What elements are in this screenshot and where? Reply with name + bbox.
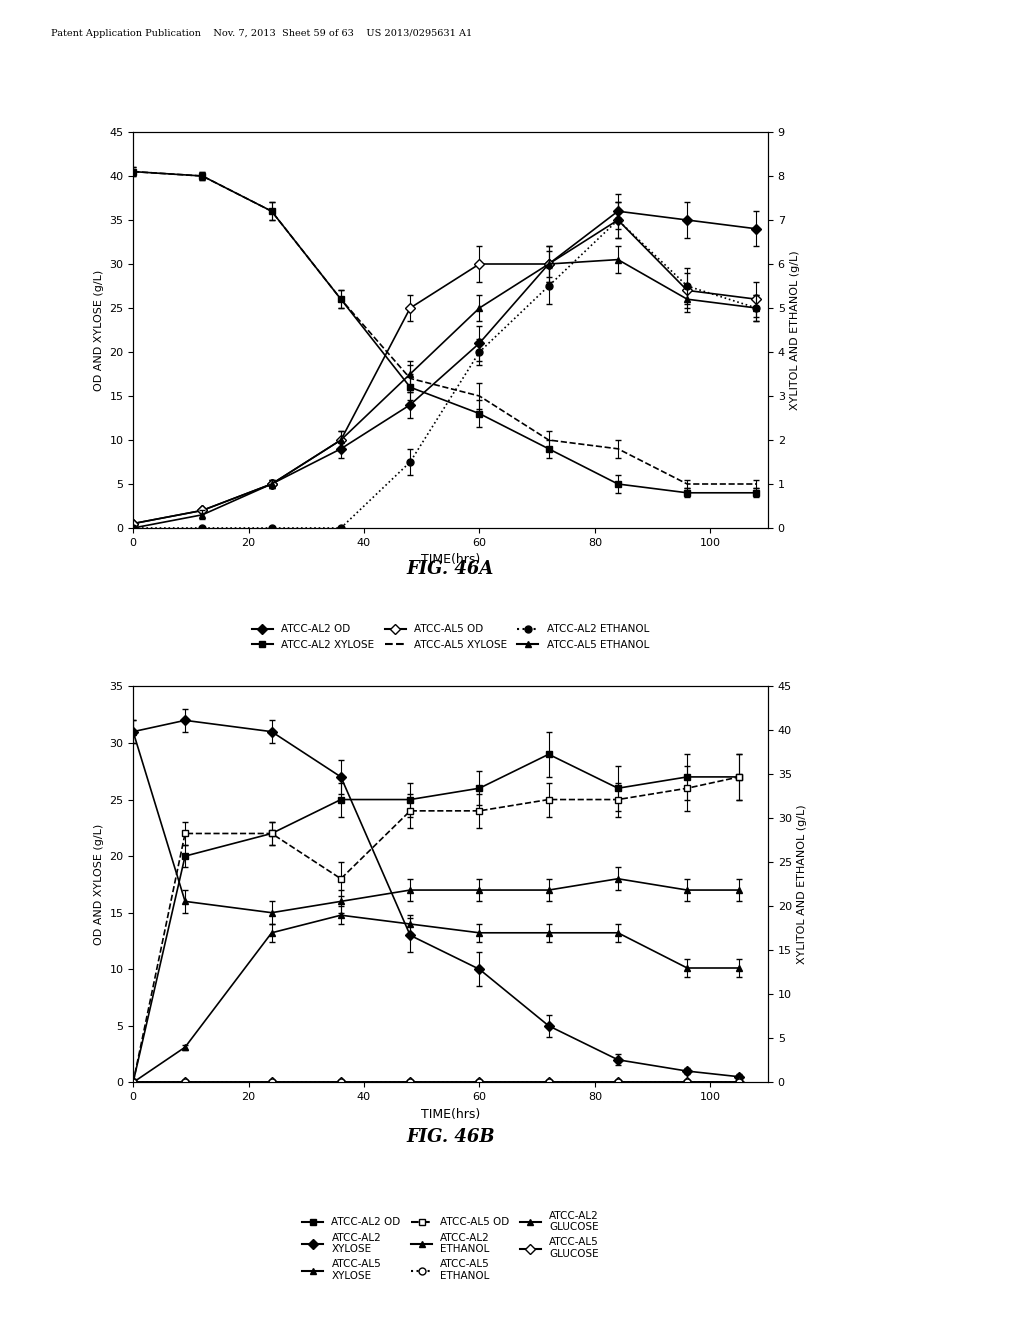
Legend: ATCC-AL2 OD, ATCC-AL2 XYLOSE, ATCC-AL5 OD, ATCC-AL5 XYLOSE, ATCC-AL2 ETHANOL, AT: ATCC-AL2 OD, ATCC-AL2 XYLOSE, ATCC-AL5 O… — [248, 620, 653, 653]
Text: Patent Application Publication    Nov. 7, 2013  Sheet 59 of 63    US 2013/029563: Patent Application Publication Nov. 7, 2… — [51, 29, 472, 38]
Legend: ATCC-AL2 OD, ATCC-AL2
XYLOSE, ATCC-AL5
XYLOSE, ATCC-AL5 OD, ATCC-AL2
ETHANOL, AT: ATCC-AL2 OD, ATCC-AL2 XYLOSE, ATCC-AL5 X… — [298, 1206, 603, 1286]
X-axis label: TIME(hrs): TIME(hrs) — [421, 1107, 480, 1121]
Text: FIG. 46A: FIG. 46A — [407, 560, 495, 578]
X-axis label: TIME(hrs): TIME(hrs) — [421, 553, 480, 566]
Y-axis label: XYLITOL AND ETHANOL (g/L): XYLITOL AND ETHANOL (g/L) — [798, 805, 807, 964]
Y-axis label: XYLITOL AND ETHANOL (g/L): XYLITOL AND ETHANOL (g/L) — [791, 251, 801, 409]
Text: FIG. 46B: FIG. 46B — [407, 1127, 495, 1146]
Y-axis label: OD AND XYLOSE (g/L): OD AND XYLOSE (g/L) — [94, 269, 103, 391]
Y-axis label: OD AND XYLOSE (g/L): OD AND XYLOSE (g/L) — [94, 824, 103, 945]
